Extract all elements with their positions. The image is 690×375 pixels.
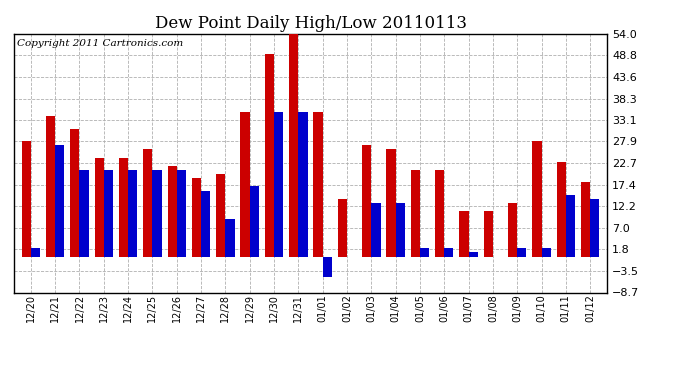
Bar bbox=[518, 248, 526, 256]
Bar bbox=[484, 211, 493, 256]
Bar bbox=[95, 158, 103, 256]
Bar bbox=[104, 170, 113, 256]
Bar bbox=[177, 170, 186, 256]
Bar bbox=[226, 219, 235, 257]
Bar bbox=[420, 248, 429, 256]
Bar bbox=[469, 252, 477, 257]
Bar bbox=[46, 116, 55, 256]
Bar bbox=[70, 129, 79, 256]
Bar bbox=[31, 248, 40, 256]
Title: Dew Point Daily High/Low 20110113: Dew Point Daily High/Low 20110113 bbox=[155, 15, 466, 32]
Bar bbox=[362, 145, 371, 256]
Bar bbox=[168, 166, 177, 256]
Bar bbox=[581, 182, 590, 256]
Bar bbox=[532, 141, 542, 256]
Bar bbox=[265, 54, 274, 256]
Bar bbox=[192, 178, 201, 256]
Bar bbox=[274, 112, 284, 256]
Bar bbox=[323, 256, 332, 277]
Bar bbox=[566, 195, 575, 256]
Bar bbox=[508, 203, 518, 256]
Bar bbox=[590, 199, 600, 256]
Bar bbox=[298, 112, 308, 256]
Bar bbox=[152, 170, 161, 256]
Bar bbox=[128, 170, 137, 256]
Bar bbox=[337, 199, 347, 256]
Bar bbox=[119, 158, 128, 256]
Bar bbox=[250, 186, 259, 256]
Bar bbox=[371, 203, 381, 256]
Bar bbox=[435, 170, 444, 256]
Bar bbox=[542, 248, 551, 256]
Bar bbox=[411, 170, 420, 256]
Bar bbox=[395, 203, 405, 256]
Bar bbox=[313, 112, 323, 256]
Bar bbox=[144, 149, 152, 256]
Bar bbox=[240, 112, 250, 256]
Bar bbox=[460, 211, 469, 256]
Bar bbox=[216, 174, 226, 256]
Bar bbox=[557, 162, 566, 256]
Bar bbox=[444, 248, 453, 256]
Bar bbox=[79, 170, 89, 256]
Text: Copyright 2011 Cartronics.com: Copyright 2011 Cartronics.com bbox=[17, 39, 183, 48]
Bar bbox=[21, 141, 31, 256]
Bar bbox=[55, 145, 64, 256]
Bar bbox=[201, 190, 210, 256]
Bar bbox=[386, 149, 395, 256]
Bar bbox=[289, 34, 298, 256]
